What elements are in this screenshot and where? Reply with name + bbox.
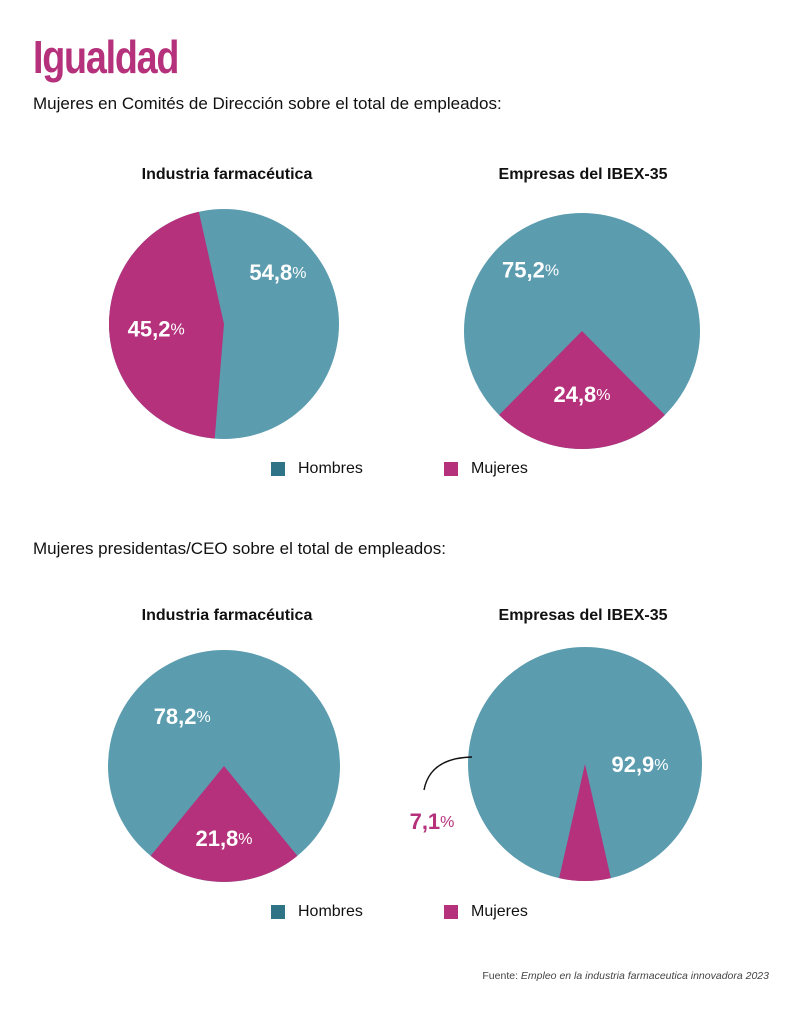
pie-slice-mujeres: [499, 331, 665, 449]
data-label-hombres: 54,8%: [249, 260, 306, 285]
data-label-hombres: 75,2%: [502, 258, 559, 283]
legend-2: Hombres Mujeres: [0, 903, 809, 923]
data-label-mujeres: 45,2%: [128, 317, 185, 342]
legend-item-hombres: Hombres: [271, 460, 363, 478]
chart-3-title: Industria farmacéutica: [141, 607, 313, 624]
chart-2-title: Empresas del IBEX-35: [498, 166, 668, 183]
source-text: Empleo en la industria farmaceutica inno…: [520, 970, 769, 982]
legend-label-hombres: Hombres: [298, 460, 363, 477]
legend-label-mujeres: Mujeres: [471, 460, 528, 477]
legend-swatch-mujeres: [444, 462, 458, 476]
legend-item-hombres: Hombres: [271, 903, 363, 921]
section-2-subtitle: Mujeres presidentas/CEO sobre el total d…: [33, 539, 446, 558]
legend-swatch-mujeres: [444, 905, 458, 919]
data-label-mujeres: 24,8%: [553, 382, 610, 407]
chart-1-title: Industria farmacéutica: [141, 166, 313, 183]
data-label-hombres: 92,9%: [611, 752, 668, 777]
source-note: Fuente: Empleo en la industria farmaceut…: [482, 970, 769, 982]
legend-label-mujeres: Mujeres: [471, 903, 528, 920]
page-title: Igualdad: [33, 31, 179, 83]
pie-slice-mujeres: [559, 764, 611, 881]
legend-swatch-hombres: [271, 462, 285, 476]
source-prefix: Fuente:: [482, 970, 518, 982]
legend-label-hombres: Hombres: [298, 903, 363, 920]
legend-item-mujeres: Mujeres: [444, 903, 528, 921]
chart-4-title: Empresas del IBEX-35: [498, 607, 668, 624]
legend-swatch-hombres: [271, 905, 285, 919]
legend-1: Hombres Mujeres: [0, 460, 809, 480]
pie-slice-mujeres: [150, 766, 298, 882]
data-label-hombres: 78,2%: [154, 704, 211, 729]
section-1-subtitle: Mujeres en Comités de Dirección sobre el…: [33, 94, 502, 113]
pie-slice-mujeres: [108, 211, 224, 439]
callout-leader-line: [423, 756, 473, 791]
legend-item-mujeres: Mujeres: [444, 460, 528, 478]
data-label-mujeres: 7,1%: [410, 809, 455, 834]
data-label-mujeres: 21,8%: [195, 826, 252, 851]
